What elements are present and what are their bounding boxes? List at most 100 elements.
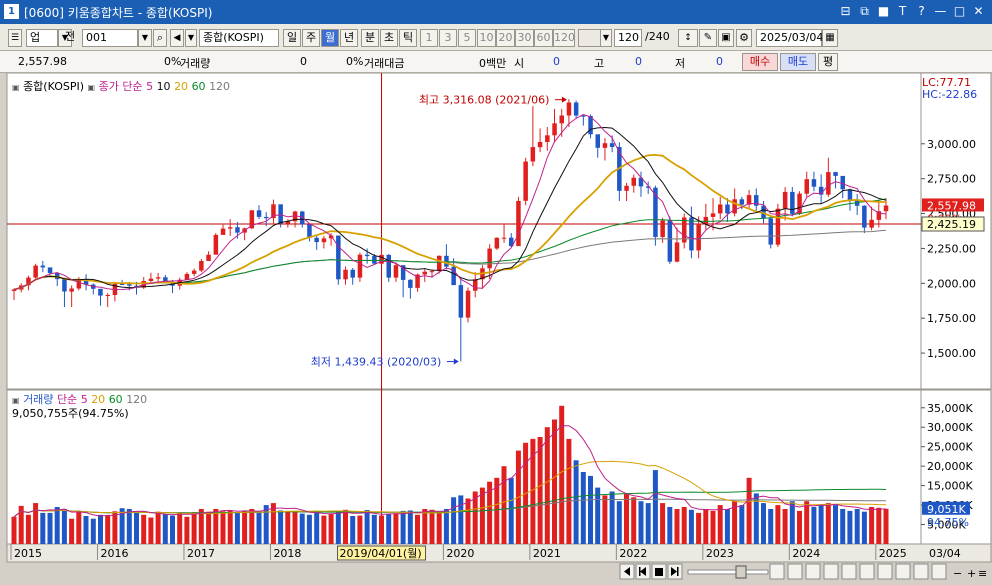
chart-area[interactable]: 3,000.00 2,750.00 2,500.00 2,250.00 2,000.00… <box>0 73 992 585</box>
candle-body <box>660 220 665 237</box>
candle-body <box>523 161 528 201</box>
volume-bar <box>249 509 255 544</box>
volume-bar <box>559 405 565 544</box>
period-day-button[interactable]: 일 <box>283 29 301 47</box>
sell-button[interactable]: 매도 <box>780 53 816 71</box>
candle-body <box>501 237 507 239</box>
candle-body <box>653 187 658 237</box>
volume-bar <box>861 511 867 544</box>
candle-body <box>602 143 608 148</box>
text-icon[interactable]: T <box>898 4 907 18</box>
gear-icon[interactable]: ⚙ <box>736 29 752 47</box>
save-icon[interactable]: ▣ <box>718 29 734 47</box>
volume-bar <box>761 503 766 544</box>
candle-body <box>465 290 471 318</box>
candle-body <box>696 224 701 251</box>
code-dropdown-icon[interactable]: ▼ <box>138 29 152 47</box>
candle-body <box>782 191 788 209</box>
list-icon[interactable]: ☰ <box>8 29 22 47</box>
interval-60-button[interactable]: 60 <box>534 29 553 47</box>
time-axis-label: 03/04 <box>929 547 961 560</box>
candle-body <box>710 213 716 217</box>
volume-bar <box>393 513 399 544</box>
candle-body <box>797 193 802 214</box>
candle-body <box>400 265 406 280</box>
volume-bar <box>314 511 320 544</box>
candle-body <box>718 204 723 214</box>
candle-body <box>833 172 838 176</box>
date-field[interactable]: 2025/03/04 <box>756 29 823 47</box>
candle-body <box>826 172 831 195</box>
volume-bar <box>141 514 147 544</box>
price-tick-label: 1,500.00 <box>927 347 976 360</box>
count-input[interactable]: 120 <box>614 29 642 47</box>
volume-bar <box>710 510 716 544</box>
help-icon[interactable]: ? <box>918 4 925 18</box>
volume-bar <box>854 509 860 544</box>
window-fill-icon[interactable]: ■ <box>877 4 890 18</box>
calendar-icon[interactable]: ▦ <box>822 29 838 47</box>
maximize-icon[interactable]: □ <box>953 4 966 18</box>
market-select[interactable]: 업 <box>26 29 58 47</box>
draw-icon[interactable]: ✎ <box>699 29 717 47</box>
close-icon[interactable]: ✕ <box>973 4 984 18</box>
minimize-icon[interactable]: — <box>934 4 947 18</box>
candle-body <box>682 217 687 243</box>
period-second-button[interactable]: 초 <box>380 29 398 47</box>
interval-120-button[interactable]: 120 <box>553 29 575 47</box>
search-icon[interactable]: ⌕ <box>153 29 167 47</box>
candle-body <box>408 279 413 288</box>
interval-10-button[interactable]: 10 <box>477 29 496 47</box>
eval-button[interactable]: 평 <box>818 53 838 71</box>
code-input[interactable]: 001 <box>82 29 138 47</box>
interval-20-button[interactable]: 20 <box>496 29 515 47</box>
current-volume-label: 9,051K <box>927 503 966 516</box>
period-tick-button[interactable]: 틱 <box>399 29 417 47</box>
candle-body <box>307 224 312 238</box>
candle-body <box>588 116 593 135</box>
candle-body <box>689 217 694 251</box>
candle-body <box>883 205 889 212</box>
period-year-button[interactable]: 년 <box>340 29 358 47</box>
candle-body <box>754 195 759 206</box>
volume-bar <box>155 511 161 544</box>
market-dropdown-icon[interactable]: ▼ <box>58 29 72 47</box>
candle-body <box>473 279 478 291</box>
volume-tick-label: 5,000K <box>927 519 966 532</box>
name-field[interactable]: 종합(KOSPI) <box>199 29 279 47</box>
period-month-button[interactable]: 월 <box>321 29 339 47</box>
interval-dropdown-icon[interactable]: ▼ <box>600 29 612 47</box>
navigation-controls[interactable]: − + ≡ <box>618 562 990 582</box>
period-week-button[interactable]: 주 <box>302 29 320 47</box>
candle-body <box>76 279 82 289</box>
ma5-line <box>13 114 887 291</box>
speaker-icon[interactable]: ◀ <box>170 29 184 47</box>
volume-bar <box>270 503 276 544</box>
price-legend-label: 종가 단순 <box>98 80 143 93</box>
candle-body <box>530 147 536 162</box>
speaker-dropdown-icon[interactable]: ▼ <box>185 29 197 47</box>
interval-5-button[interactable]: 5 <box>458 29 476 47</box>
interval-30-button[interactable]: 30 <box>515 29 534 47</box>
period-minute-button[interactable]: 분 <box>361 29 379 47</box>
candle-body <box>437 255 442 272</box>
chart-canvas[interactable]: 3,000.002,750.002,500.002,250.002,000.00… <box>0 73 992 585</box>
interval-1-button[interactable]: 1 <box>420 29 438 47</box>
time-axis-label: 2022 <box>619 547 647 560</box>
volume-bar <box>343 509 348 544</box>
candle-body <box>134 285 139 288</box>
interval-3-button[interactable]: 3 <box>439 29 457 47</box>
volume-bar <box>328 513 334 544</box>
volume-bar <box>242 510 248 544</box>
buy-button[interactable]: 매수 <box>742 53 778 71</box>
volume-bar <box>494 477 500 544</box>
window-split-icon[interactable]: ⊟ <box>840 4 851 18</box>
candle-body <box>674 242 680 262</box>
max-arrow-head <box>561 96 567 103</box>
volume-bar <box>198 509 204 544</box>
compare-icon[interactable]: ↕ <box>678 29 698 47</box>
candle-body <box>379 254 384 264</box>
volume-bar <box>234 512 240 544</box>
window-restore-icon[interactable]: ⧉ <box>860 4 869 18</box>
candle-body <box>559 115 564 124</box>
